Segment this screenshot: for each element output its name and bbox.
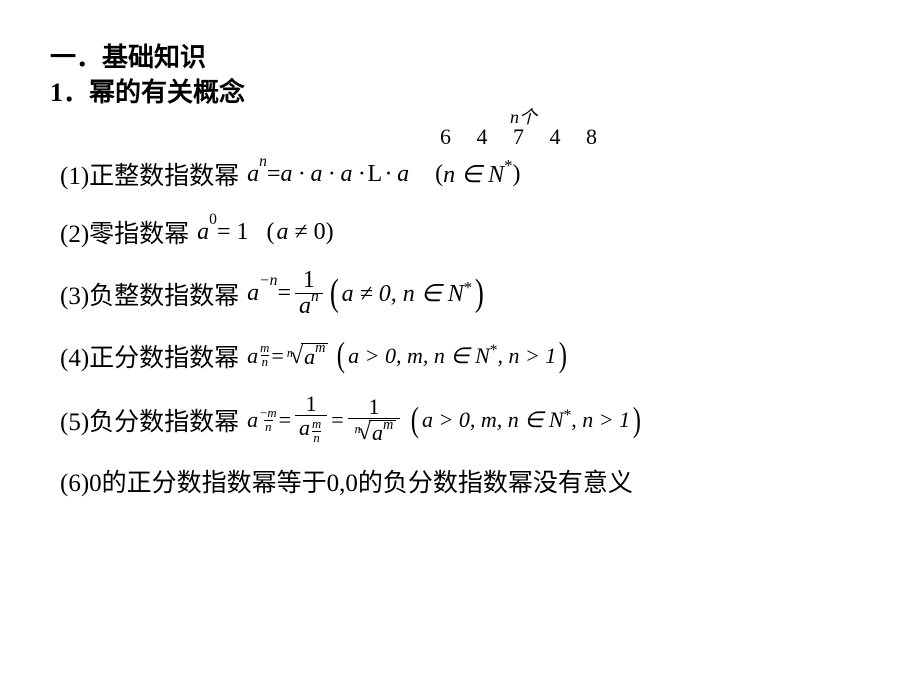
f1-cond: n ∈ N [443, 160, 504, 189]
overbrace: n个 6 4 7 4 8 [440, 108, 607, 148]
f3-den-a: a [299, 293, 311, 319]
label-2: (2)零指数幂 [60, 214, 189, 250]
f5-cond: a > 0, m, n ∈ N [422, 407, 564, 432]
heading-1: 一．基础知识 [50, 40, 870, 75]
f3-frac: 1 an [295, 268, 323, 319]
f4-cond: a > 0, m, n ∈ N [348, 343, 490, 368]
label-1: (1)正整数指数幂 [60, 156, 239, 192]
f5-eq2: = [331, 407, 343, 433]
f1-star: * [504, 156, 512, 176]
f3-base: a [247, 280, 259, 307]
f2-base: a [197, 219, 209, 246]
f1-pc: ) [512, 161, 520, 188]
f4-paren: ( a > 0, m, n ∈ N*, n > 1 ) [334, 343, 570, 369]
f5-frac1: 1 amn [295, 392, 327, 449]
f4-eq: = [271, 343, 283, 369]
f1-ellipsis: L [368, 161, 383, 188]
f5-base: a [247, 407, 258, 433]
f1-exp: n [259, 153, 267, 171]
row-5: (5)负分数指数幂 a−mn = 1 amn = 1 n √ am [60, 392, 870, 449]
f1-eq: = [267, 161, 281, 188]
f5-sup: −mn [259, 407, 277, 434]
content: n个 6 4 7 4 8 (1)正整数指数幂 an = a · a · a · … [60, 156, 870, 500]
overbrace-seq: 6 4 7 4 8 [440, 126, 607, 148]
row-1: n个 6 4 7 4 8 (1)正整数指数幂 an = a · a · a · … [60, 156, 870, 192]
heading-2: 1．幂的有关概念 [50, 75, 870, 110]
f2-exp: 0 [209, 211, 217, 229]
f1-rhs2: · a [385, 161, 409, 188]
f4-sup: mn [259, 342, 270, 369]
formula-2: a0 = 1 (a ≠ 0) [197, 219, 334, 246]
f3-exp: −n [259, 272, 277, 290]
label-3: (3)负整数指数幂 [60, 276, 239, 312]
f4-base: a [247, 343, 258, 369]
f1-rhs1: a · a · a · [281, 161, 365, 188]
label-5: (5)负分数指数幂 [60, 402, 239, 438]
f3-eq: = [277, 280, 291, 307]
f2-eq: = 1 [217, 219, 249, 246]
f3-den-exp: n [311, 288, 319, 305]
f3-star: * [464, 278, 472, 297]
f3-cond: a ≠ 0, n ∈ N [342, 281, 464, 307]
item-6: (6)0的正分数指数幂等于0,0的负分数指数幂没有意义 [60, 467, 870, 501]
formula-3: a−n = 1 an ( a ≠ 0, n ∈ N* ) [247, 268, 487, 319]
label-4: (4)正分数指数幂 [60, 338, 239, 374]
f2-cond: a ≠ 0 [277, 219, 326, 246]
formula-4: amn = n √ am ( a > 0, m, n ∈ N*, n > 1 ) [247, 342, 570, 370]
f5-paren: ( a > 0, m, n ∈ N*, n > 1 ) [408, 407, 644, 433]
row-3: (3)负整数指数幂 a−n = 1 an ( a ≠ 0, n ∈ N* ) [60, 268, 870, 319]
row-2: (2)零指数幂 a0 = 1 (a ≠ 0) [60, 214, 870, 250]
f1-base: a [247, 161, 259, 188]
formula-1: an = a · a · a · L · a (n ∈ N*) [247, 160, 520, 189]
f5-frac2: 1 n √ am [348, 395, 401, 446]
row-4: (4)正分数指数幂 amn = n √ am ( a > 0, m, n ∈ N… [60, 338, 870, 374]
f1-po: ( [435, 161, 443, 188]
f4-radical: n √ am [284, 342, 329, 370]
f5-eq1: = [279, 407, 291, 433]
formula-5: a−mn = 1 amn = 1 n √ am [247, 392, 644, 449]
f3-paren: ( a ≠ 0, n ∈ N* ) [327, 279, 487, 308]
page: 一．基础知识 1．幂的有关概念 n个 6 4 7 4 8 (1)正整数指数幂 a… [0, 0, 920, 501]
